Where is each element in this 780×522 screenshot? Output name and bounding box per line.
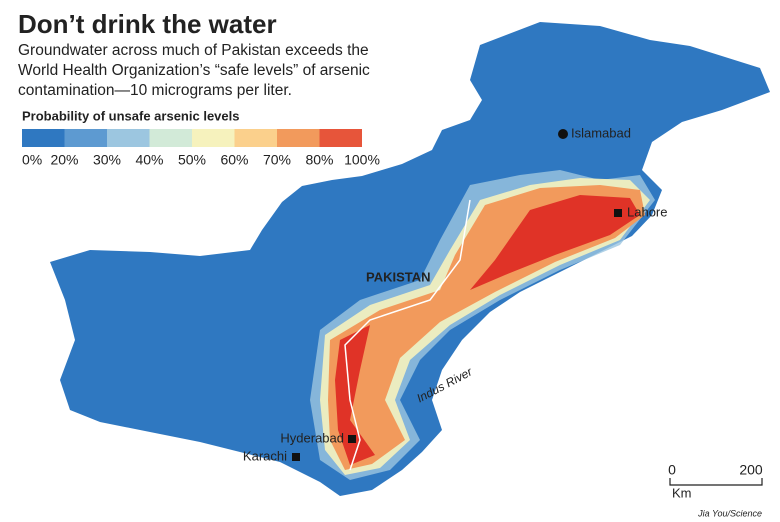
city-marker [292, 453, 300, 461]
legend-label: 30% [93, 152, 121, 168]
place-label: Karachi [243, 448, 287, 463]
legend-swatch [319, 129, 362, 147]
legend-swatch [107, 129, 150, 147]
subtitle-line: contamination—10 micrograms per liter. [18, 82, 292, 99]
legend: 0% 20% 30% 40% 50% 60% 70% 80% 100% [22, 129, 380, 168]
legend-label: 60% [220, 152, 248, 168]
legend-label: 70% [263, 152, 291, 168]
title: Don’t drink the water [18, 9, 277, 39]
scale-unit: Km [672, 485, 692, 500]
city-marker [348, 435, 356, 443]
legend-label: 20% [50, 152, 78, 168]
legend-label: 100% [344, 152, 380, 168]
subtitle-line: Groundwater across much of Pakistan exce… [18, 42, 369, 59]
legend-title: Probability of unsafe arsenic levels [22, 108, 239, 123]
place-label: Lahore [627, 204, 667, 219]
legend-label: 80% [305, 152, 333, 168]
credit: Jia You/Science [697, 508, 762, 518]
legend-swatch [192, 129, 235, 147]
country-shape [50, 22, 770, 496]
high-region [328, 185, 645, 470]
place-label: Islamabad [571, 125, 631, 140]
city-marker [614, 209, 622, 217]
country-label: PAKISTAN [366, 269, 431, 284]
legend-label: 50% [178, 152, 206, 168]
legend-label: 40% [135, 152, 163, 168]
indus-river [344, 199, 471, 471]
legend-label: 0% [22, 152, 42, 168]
place-label: Hyderabad [280, 430, 344, 445]
scale-label: 0 [668, 462, 676, 478]
scale-bar [669, 478, 763, 486]
city-marker [558, 129, 568, 139]
highest-region [335, 195, 640, 465]
subtitle-line: World Health Organization’s “safe levels… [18, 62, 370, 79]
legend-swatch [277, 129, 320, 147]
legend-swatch [22, 129, 65, 147]
legend-swatch [149, 129, 192, 147]
scale-label: 200 [739, 462, 763, 478]
legend-swatch [64, 129, 107, 147]
legend-swatch [234, 129, 277, 147]
